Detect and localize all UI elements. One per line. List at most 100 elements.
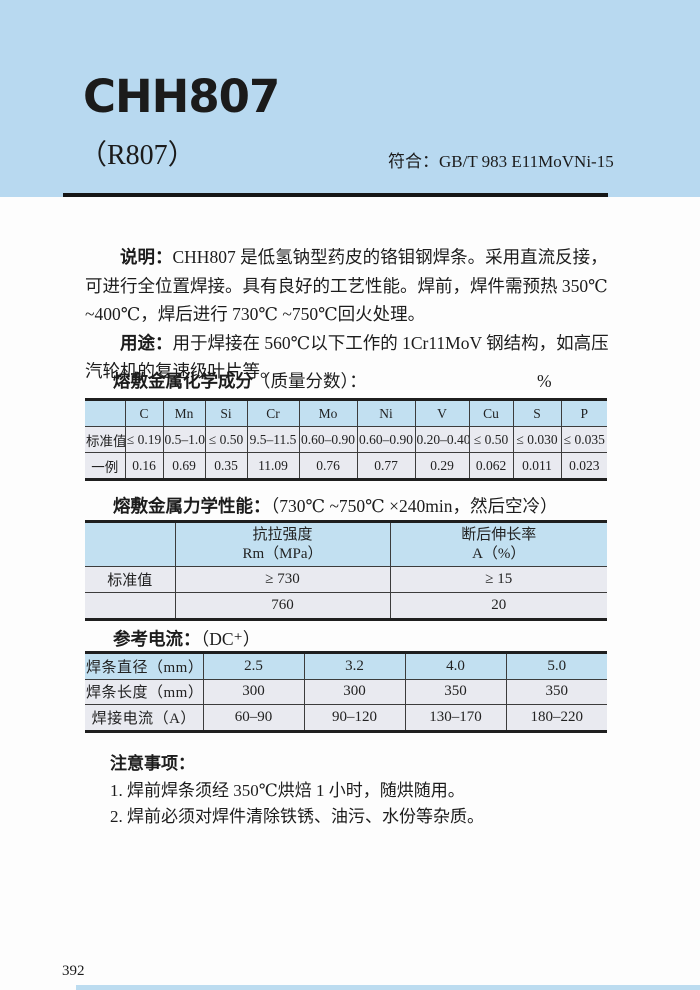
bottom-accent-bar: [76, 985, 700, 990]
table-cell: 60–90: [202, 704, 305, 732]
table-header-row: C Mn Si Cr Mo Ni V Cu S P: [85, 399, 607, 427]
row-label-cell: 焊条直径（mm）: [85, 652, 204, 680]
row-label-cell: [85, 592, 176, 620]
table-header-cell: 断后伸长率 A（%）: [389, 521, 607, 567]
section-title-condition: （DC⁺）: [200, 629, 261, 649]
header-line: 断后伸长率: [461, 526, 537, 543]
table-cell: ≤ 0.035: [560, 426, 607, 453]
table-cell: 0.20–0.40: [414, 426, 470, 453]
table-cell: 3.2: [303, 652, 406, 680]
table-row: 焊条长度（mm） 300 300 350 350: [85, 678, 607, 705]
table-cell: 0.60–0.90: [356, 426, 416, 453]
table-cell: 0.062: [468, 452, 514, 480]
table-header-cell: Mo: [298, 399, 358, 427]
table-row: 标准值 ≤ 0.19 0.5–1.0 ≤ 0.50 9.5–11.5 0.60–…: [85, 426, 607, 453]
table-row: 760 20: [85, 592, 607, 620]
table-cell: 0.60–0.90: [298, 426, 358, 453]
table-cell: 0.69: [162, 452, 206, 480]
description-paragraph: 说明：CHH807 是低氢钠型药皮的铬钼钢焊条。采用直流反接，可进行全位置焊接。…: [85, 243, 614, 329]
table-header-cell: Si: [204, 399, 248, 427]
table-header-cell: [85, 521, 176, 567]
header-band: CHH807 （R807） 符合：GB/T 983 E11MoVNi-15: [0, 0, 700, 197]
table-cell: 350: [505, 678, 607, 705]
table-header-row: 焊条直径（mm） 2.5 3.2 4.0 5.0: [85, 652, 607, 680]
mech-section-title: 熔敷金属力学性能：（730℃ ~750℃ ×240min，然后空冷）: [85, 495, 614, 517]
table-header-cell: S: [512, 399, 562, 427]
table-header-cell: Ni: [356, 399, 416, 427]
row-label-cell: 标准值: [85, 426, 126, 453]
table-cell: 90–120: [303, 704, 406, 732]
table-cell: 300: [303, 678, 406, 705]
header-line: A（%）: [472, 545, 526, 562]
note-item: 2. 焊前必须对焊件清除铁锈、油污、水份等杂质。: [110, 807, 484, 826]
paragraph-text: 用于焊接在 560℃以下工作的 1Cr11MoV 钢结构，如高压汽轮机的复速级叶…: [85, 332, 609, 382]
table-cell: 760: [174, 592, 391, 620]
chem-section-title: 熔敷金属化学成分（质量分数）： %: [85, 370, 614, 392]
section-title-text: 熔敷金属化学成分: [113, 371, 253, 391]
table-cell: 180–220: [505, 704, 607, 732]
row-label-cell: 焊接电流（A）: [85, 704, 204, 732]
table-header-cell: [85, 399, 126, 427]
table-cell: 0.29: [414, 452, 470, 480]
product-title: CHH807: [83, 70, 280, 123]
table-header-cell: C: [124, 399, 164, 427]
section-title-condition: （730℃ ~750℃ ×240min，然后空冷）: [270, 496, 558, 516]
section-title-text: 熔敷金属力学性能：: [113, 496, 271, 516]
paragraph-label: 说明：: [120, 247, 173, 267]
table-header-cell: 抗拉强度 Rm（MPa）: [174, 521, 391, 567]
table-header-cell: Cr: [246, 399, 300, 427]
table-header-cell: Mn: [162, 399, 206, 427]
table-cell: 0.35: [204, 452, 248, 480]
row-label-cell: 一例: [85, 452, 126, 480]
table-header-cell: Cu: [468, 399, 514, 427]
table-cell: ≥ 15: [389, 566, 607, 593]
table-cell: ≤ 0.030: [512, 426, 562, 453]
page-number: 392: [62, 963, 85, 979]
table-cell: 0.77: [356, 452, 416, 480]
description-section: 说明：CHH807 是低氢钠型药皮的铬钼钢焊条。采用直流反接，可进行全位置焊接。…: [85, 243, 614, 386]
table-row: 一例 0.16 0.69 0.35 11.09 0.76 0.77 0.29 0…: [85, 452, 607, 480]
note-item: 1. 焊前焊条须经 350℃烘焙 1 小时，随烘随用。: [110, 780, 465, 800]
table-cell: 0.5–1.0: [162, 426, 206, 453]
unit-label: %: [537, 371, 552, 391]
notes-section: 注意事项： 1. 焊前焊条须经 350℃烘焙 1 小时，随烘随用。 2. 焊前必…: [110, 751, 620, 831]
standard-compliance: 符合：GB/T 983 E11MoVNi-15: [388, 152, 614, 171]
usage-paragraph: 用途：用于焊接在 560℃以下工作的 1Cr11MoV 钢结构，如高压汽轮机的复…: [85, 329, 614, 386]
section-title-condition: （质量分数）：: [253, 371, 367, 391]
table-cell: 9.5–11.5: [246, 426, 300, 453]
product-code: （R807）: [79, 140, 196, 171]
notes-title: 注意事项：: [110, 754, 195, 773]
table-row: 焊接电流（A） 60–90 90–120 130–170 180–220: [85, 704, 607, 732]
table-cell: 0.023: [560, 452, 607, 480]
current-table: 焊条直径（mm） 2.5 3.2 4.0 5.0 焊条长度（mm） 300 30…: [85, 651, 607, 733]
table-cell: 11.09: [246, 452, 300, 480]
table-cell: 2.5: [202, 652, 305, 680]
row-label-cell: 标准值: [85, 566, 176, 593]
mech-table: 抗拉强度 Rm（MPa） 断后伸长率 A（%） 标准值 ≥ 730 ≥ 15 7…: [85, 520, 607, 621]
header-line: Rm（MPa）: [242, 545, 323, 562]
table-row: 标准值 ≥ 730 ≥ 15: [85, 566, 607, 593]
table-cell: 130–170: [404, 704, 507, 732]
header-line: 抗拉强度: [252, 526, 313, 543]
table-cell: ≤ 0.19: [124, 426, 164, 453]
section-title-text: 参考电流：: [113, 629, 201, 649]
table-cell: 0.16: [124, 452, 164, 480]
table-header-cell: P: [560, 399, 607, 427]
row-label-cell: 焊条长度（mm）: [85, 678, 204, 705]
table-cell: 5.0: [505, 652, 607, 680]
header-rule: [63, 193, 608, 197]
table-cell: ≤ 0.50: [468, 426, 514, 453]
table-cell: 350: [404, 678, 507, 705]
paragraph-text: CHH807 是低氢钠型药皮的铬钼钢焊条。采用直流反接，可进行全位置焊接。具有良…: [85, 247, 608, 324]
table-cell: ≥ 730: [174, 566, 391, 593]
table-cell: 0.76: [298, 452, 358, 480]
current-section-title: 参考电流：（DC⁺）: [85, 628, 614, 650]
chem-table: C Mn Si Cr Mo Ni V Cu S P 标准值 ≤ 0.19 0.5…: [85, 398, 607, 481]
table-cell: 300: [202, 678, 305, 705]
table-cell: 4.0: [404, 652, 507, 680]
table-cell: 0.011: [512, 452, 562, 480]
table-cell: ≤ 0.50: [204, 426, 248, 453]
paragraph-label: 用途：: [120, 332, 173, 353]
table-header-row: 抗拉强度 Rm（MPa） 断后伸长率 A（%）: [85, 521, 607, 567]
table-header-cell: V: [414, 399, 470, 427]
